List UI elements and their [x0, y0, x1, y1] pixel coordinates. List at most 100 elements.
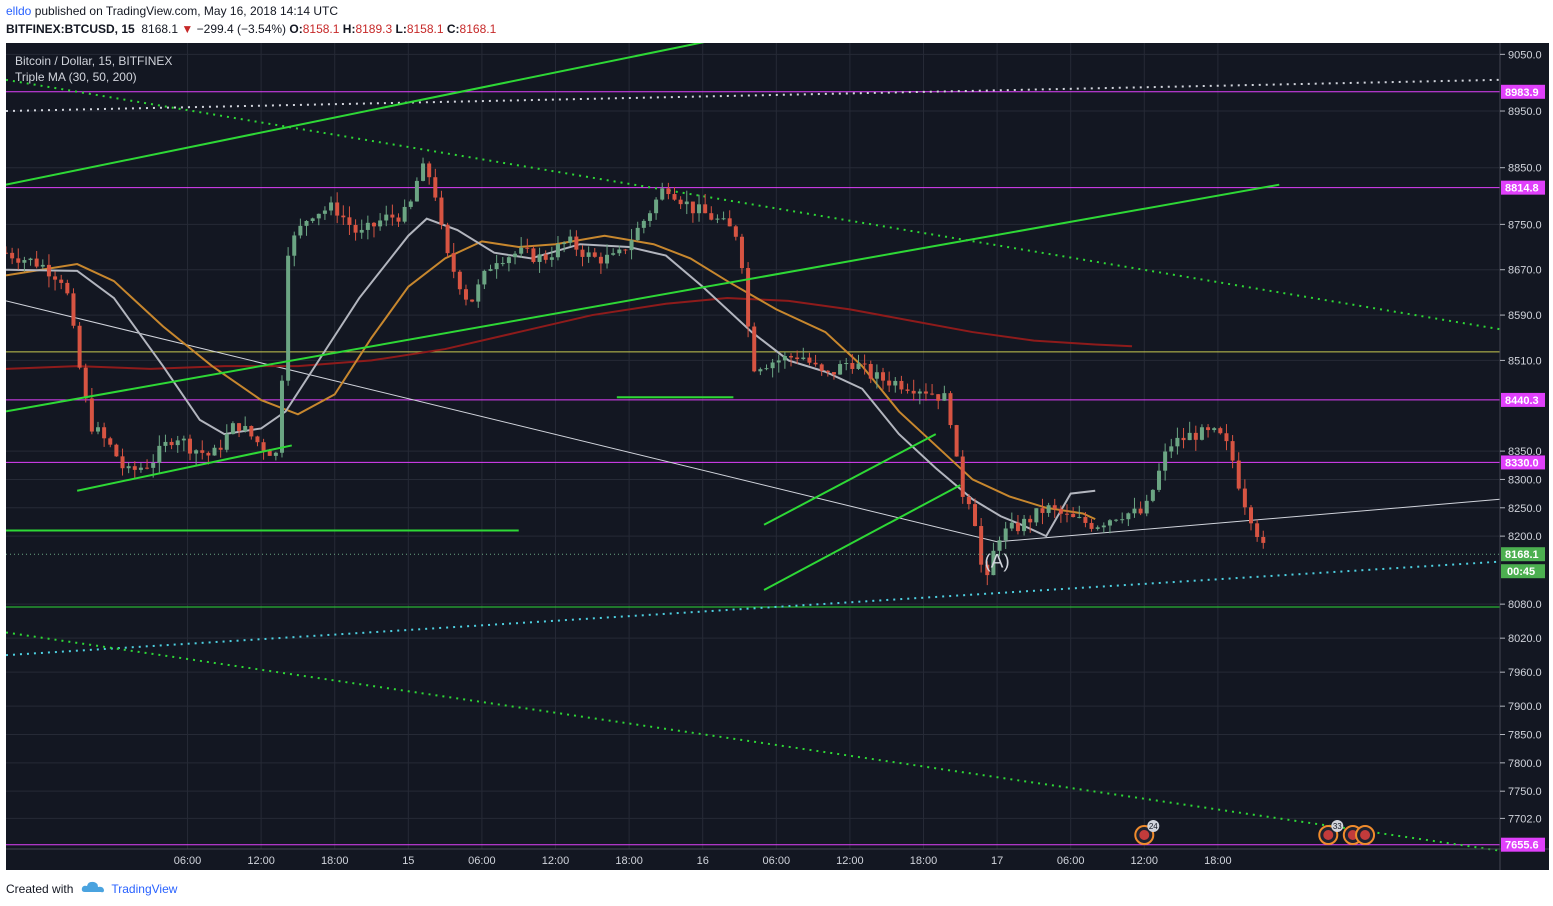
candle-body — [414, 180, 419, 202]
candle-body — [59, 279, 64, 283]
candle-body — [586, 252, 591, 257]
y-tick-label: 8850.0 — [1508, 163, 1542, 175]
y-tick-label: 8200.0 — [1508, 531, 1542, 543]
author-link[interactable]: elldo — [6, 4, 32, 18]
candle-body — [881, 372, 886, 381]
last-price: 8168.1 — [141, 22, 179, 36]
candle-body — [1107, 520, 1112, 526]
dotted-trendline[interactable] — [6, 78, 1501, 331]
candle-body — [22, 260, 27, 263]
candle-body — [286, 255, 291, 381]
candle-body — [1022, 518, 1027, 532]
candle-body — [439, 197, 444, 225]
y-tick-label: 8350.0 — [1508, 446, 1542, 458]
price-tag — [1501, 180, 1545, 195]
candle-body — [1065, 513, 1070, 515]
low-label: L: — [395, 22, 407, 36]
candle-body — [647, 213, 652, 221]
candle-body — [1028, 518, 1033, 523]
candle-body — [1089, 522, 1094, 529]
candle-body — [825, 370, 830, 373]
chart-legend: Bitcoin / Dollar, 15, BITFINEX Triple MA… — [15, 53, 172, 85]
trendline[interactable] — [6, 43, 727, 186]
trendline[interactable] — [76, 444, 293, 492]
countdown-tag — [1501, 564, 1545, 579]
tradingview-link[interactable]: TradingView — [111, 881, 178, 896]
symbol-info-bar: BITFINEX:BTCUSD, 15 8168.1 ▼ −299.4 (−3.… — [6, 22, 496, 36]
candle-body — [1242, 488, 1247, 508]
candle-body — [580, 249, 585, 257]
candle-body — [911, 390, 916, 394]
candle-body — [611, 253, 616, 255]
candle-body — [46, 264, 51, 277]
chart-area[interactable]: (A) 24 33 9050.0 8950.0 8850.0 8750.0 8670.0 859… — [6, 43, 1549, 870]
candle-body — [169, 441, 174, 446]
y-tick-label: 7750.0 — [1508, 786, 1542, 798]
candle-body — [445, 224, 450, 254]
candle-body — [801, 357, 806, 360]
candle-body — [666, 188, 671, 195]
published-text: published on TradingView.com, May 16, 20… — [34, 4, 338, 18]
candle-body — [347, 217, 352, 225]
created-with-text: Created with — [6, 881, 74, 896]
candle-body — [1193, 432, 1198, 440]
candle-body — [310, 218, 315, 221]
event-count-label: 33 — [1333, 822, 1342, 831]
candle-body — [838, 364, 843, 375]
candle-body — [476, 284, 481, 302]
y-tick-label: 7960.0 — [1508, 667, 1542, 679]
candle-body — [506, 257, 511, 264]
candle-body — [672, 194, 677, 200]
dotted-trendline[interactable] — [6, 560, 1501, 657]
candle-body — [979, 526, 984, 565]
price-tag-label: 8983.9 — [1505, 87, 1539, 99]
y-tick-label: 8950.0 — [1508, 106, 1542, 118]
trendline[interactable] — [763, 433, 937, 526]
candle-body — [200, 450, 205, 453]
candle-body — [1114, 519, 1119, 521]
candle-body — [654, 199, 659, 214]
legend-indicator[interactable]: Triple MA (30, 50, 200) — [15, 70, 137, 84]
candle-body — [819, 364, 824, 371]
candle-body — [1236, 460, 1241, 489]
x-tick-label: 18:00 — [910, 855, 938, 867]
open-value: 8158.1 — [302, 22, 340, 36]
projection-path[interactable] — [6, 300, 1501, 543]
candle-body — [384, 214, 389, 221]
candle-body — [966, 496, 971, 505]
candle-body — [175, 440, 180, 446]
candle-body — [255, 436, 260, 443]
y-tick-label: 8590.0 — [1508, 310, 1542, 322]
candle-body — [457, 271, 462, 290]
high-value: 8189.3 — [355, 22, 393, 36]
candle-body — [739, 236, 744, 269]
candle-body — [1040, 508, 1045, 513]
candle-body — [574, 236, 579, 250]
x-tick-label: 12:00 — [836, 855, 864, 867]
candle-body — [151, 462, 156, 468]
y-tick-label: 7900.0 — [1508, 701, 1542, 713]
candle-body — [89, 398, 94, 432]
trendline[interactable] — [763, 484, 961, 591]
symbol-label: BITFINEX:BTCUSD, 15 — [6, 22, 135, 36]
candle-body — [500, 263, 505, 265]
price-chart[interactable]: (A) 24 33 9050.0 8950.0 8850.0 8750.0 8670.0 859… — [6, 43, 1549, 870]
candle-body — [353, 224, 358, 233]
candle-body — [329, 202, 334, 211]
candle-body — [1230, 441, 1235, 461]
candle-body — [697, 204, 702, 214]
candle-body — [525, 247, 530, 249]
high-label: H: — [342, 22, 356, 36]
y-tick-label: 9050.0 — [1508, 49, 1542, 61]
x-tick-label: 06:00 — [468, 855, 496, 867]
candle-body — [298, 225, 303, 236]
y-tick-label: 8750.0 — [1508, 219, 1542, 231]
candle-body — [733, 226, 738, 237]
candle-body — [237, 423, 242, 431]
candle-body — [71, 293, 76, 326]
annotation-label[interactable]: (A) — [984, 551, 1009, 572]
candle-body — [1132, 508, 1137, 514]
candle-body — [782, 355, 787, 361]
candle-body — [488, 269, 493, 271]
trendline[interactable] — [6, 183, 1280, 413]
